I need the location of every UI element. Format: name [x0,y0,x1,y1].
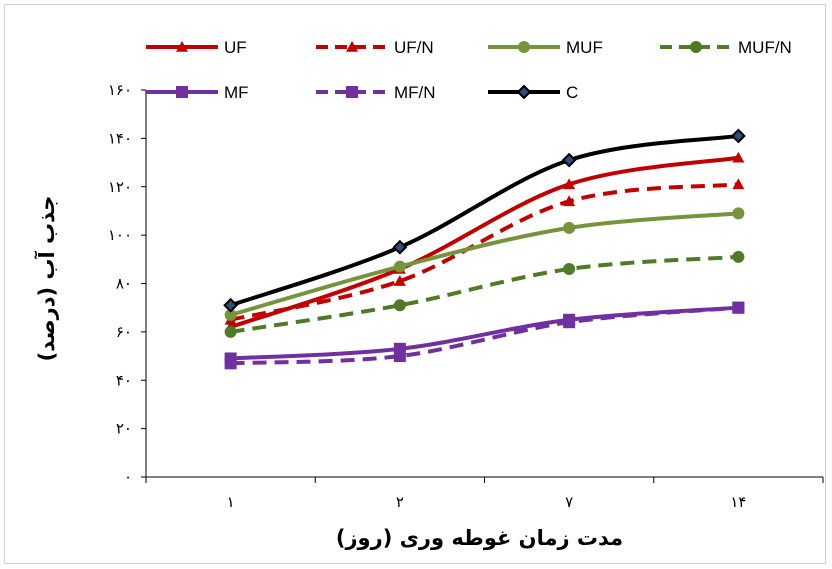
legend-item-muf-n: MUF/N [660,38,792,57]
legend-label: MUF [566,38,603,57]
data-point-muf-n [393,299,406,312]
x-tick-label: ۷ [565,493,573,511]
x-tick-label: ۱ [227,493,235,511]
legend-item-uf-n: UF/N [316,38,434,57]
legend-marker [690,41,702,53]
legend-marker [516,84,532,100]
y-tick-label: ۱۰۰ [108,226,132,244]
legend-marker [346,41,358,52]
series-muf [224,207,745,321]
legend-marker [346,86,358,98]
data-point-mf-n [563,316,576,329]
series-line-uf [229,155,739,329]
y-tick-label: ۸۰ [116,275,132,293]
legend-marker [518,41,530,53]
data-point-uf-n [393,275,406,286]
y-tick-label: ۱۶۰ [108,81,132,99]
series-line-muf-n [230,254,739,334]
data-point-muf-n [732,250,745,263]
legend-label: MF/N [394,83,436,102]
legend-label: UF [224,38,247,57]
x-tick-label: ۲ [396,493,404,511]
y-axis-title: جذب آب (درصد) [34,196,59,362]
y-tick-label: ۲۰ [116,420,132,438]
legend-label: C [566,83,578,102]
legend-item-muf: MUF [488,38,603,57]
legend-item-mf-n: MF/N [316,83,436,102]
legend-item-mf: MF [146,83,249,102]
legend-label: UF/N [394,38,434,57]
data-point-muf [224,308,237,321]
data-point-mf-n [393,350,406,363]
legend-label: MF [224,83,249,102]
series-line-muf [230,211,739,317]
series-c [223,128,746,313]
data-point-uf [563,178,576,190]
data-point-mf-n [224,357,237,370]
series-mf [224,301,745,365]
data-point-c [392,239,408,255]
y-tick-label: ۱۲۰ [108,178,132,196]
data-point-uf-n [563,195,576,207]
legend-marker [176,86,188,98]
data-point-muf [732,207,745,220]
series-line-c [229,133,739,308]
data-point-c [730,128,746,144]
data-point-c [561,152,577,168]
x-axis-title: مدت زمان غوطه وری (روز) [336,526,623,550]
data-point-muf-n [563,262,576,275]
legend-label: MUF/N [738,38,792,57]
data-point-uf [732,151,745,163]
data-point-c [223,297,239,313]
y-tick-label: ۴۰ [116,371,132,389]
data-point-uf-n [732,178,745,190]
legend-marker [176,41,188,52]
legend-item-uf: UF [146,38,247,57]
y-tick-label: ۰ [124,468,132,486]
y-tick-label: ۱۴۰ [108,129,132,147]
series-line-uf-n [230,182,739,322]
series-muf-n [224,250,745,338]
legend-item-c: C [488,83,578,102]
y-tick-label: ۶۰ [116,323,132,341]
data-point-muf [563,221,576,234]
data-point-mf-n [732,301,745,314]
series-line-mf [230,305,739,361]
data-point-muf-n [224,325,237,338]
series-line-mf-n [230,305,739,366]
data-point-muf [393,260,406,273]
series-mf-n [224,301,745,370]
x-tick-label: ۱۴ [730,493,746,511]
